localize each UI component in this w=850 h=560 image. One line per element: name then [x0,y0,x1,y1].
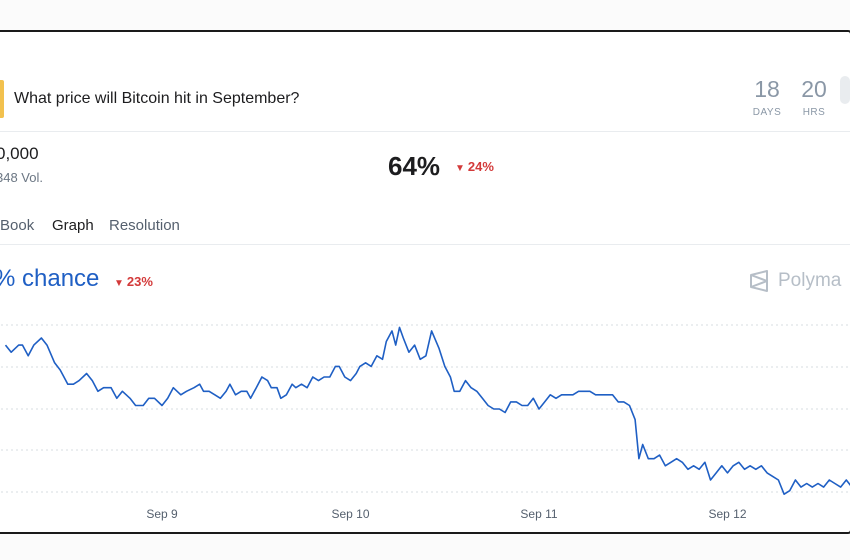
countdown-days-value: 18 [754,76,780,102]
polymarket-logo-icon [750,270,768,292]
countdown-hours-value: 20 [801,76,827,102]
header-divider [0,131,850,132]
countdown-days: 18 DAYS [752,76,782,118]
market-card: What price will Bitcoin hit in September… [0,30,850,534]
chart-chance-change-value: 23% [126,274,153,289]
chart-chance-change: ▼ 23% [114,274,153,289]
tab-resolution[interactable]: Resolution [109,217,180,234]
outcome-probability: 64% [388,151,441,181]
tab-graph[interactable]: Graph [52,217,94,234]
x-tick-label: Sep 10 [331,507,369,521]
x-tick-label: Sep 12 [708,507,746,521]
countdown-hours: 20 HRS [799,76,829,118]
share-icon[interactable] [840,76,850,104]
series-line [4,326,850,495]
down-triangle-icon: ▼ [455,163,465,174]
brand-text: Polyma [778,270,842,291]
x-tick-label: Sep 9 [146,507,178,521]
outcome-volume: 348 Vol. [0,170,43,185]
chart-chance-label: % chance [0,265,100,292]
down-triangle-icon: ▼ [114,278,124,289]
market-title: What price will Bitcoin hit in September… [14,90,300,107]
polymarket-watermark: Polyma [748,270,841,292]
outcome-change-value: 24% [467,159,494,174]
tabs-divider [0,244,850,245]
countdown-hours-unit: HRS [802,107,826,118]
outcome-target-price: 0,000 [0,144,39,163]
price-chart: Sep 9 Sep 10 Sep 11 Sep 12 [0,324,850,521]
x-tick-label: Sep 11 [520,507,557,521]
outcome-change: ▼ 24% [455,159,494,174]
countdown-days-unit: DAYS [752,107,782,118]
tab-book[interactable]: Book [0,217,35,234]
market-thumbnail [0,80,4,118]
